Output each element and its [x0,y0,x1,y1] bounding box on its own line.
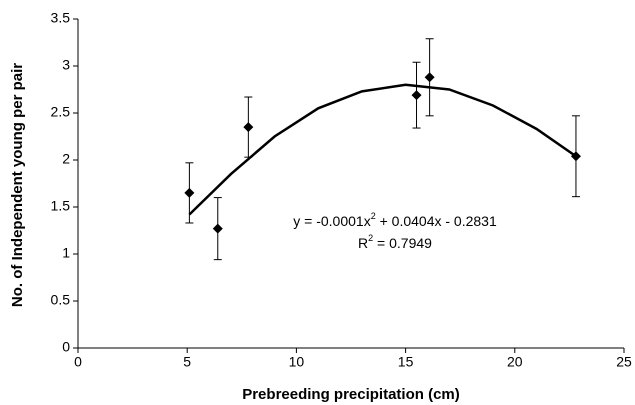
x-tick-label: 5 [183,354,191,370]
x-tick-label: 15 [398,354,414,370]
point [411,90,422,101]
x-tick-label: 20 [507,354,523,370]
y-tick-label: 3 [62,57,70,73]
x-tick-label: 25 [616,354,632,370]
r-squared: R2 = 0.7949 [358,233,432,250]
equation: y = -0.0001x2 + 0.0404x - 0.2831 [293,211,497,228]
x-tick-label: 0 [74,354,82,370]
y-tick-label: 0 [62,339,70,355]
y-tick-label: 1.5 [51,198,71,214]
x-axis-title: Prebreeding precipitation (cm) [242,386,460,403]
x-tick-label: 10 [289,354,305,370]
trend-line [188,83,577,216]
y-tick-label: 1 [62,245,70,261]
point [424,72,435,83]
y-tick-label: 2.5 [51,104,71,120]
y-tick-label: 0.5 [51,292,71,308]
y-axis-title: No. of Independent young per pair [9,63,26,307]
y-tick-label: 3.5 [51,10,71,26]
point [184,187,195,198]
y-tick-label: 2 [62,151,70,167]
point [243,122,254,133]
point [212,223,223,234]
